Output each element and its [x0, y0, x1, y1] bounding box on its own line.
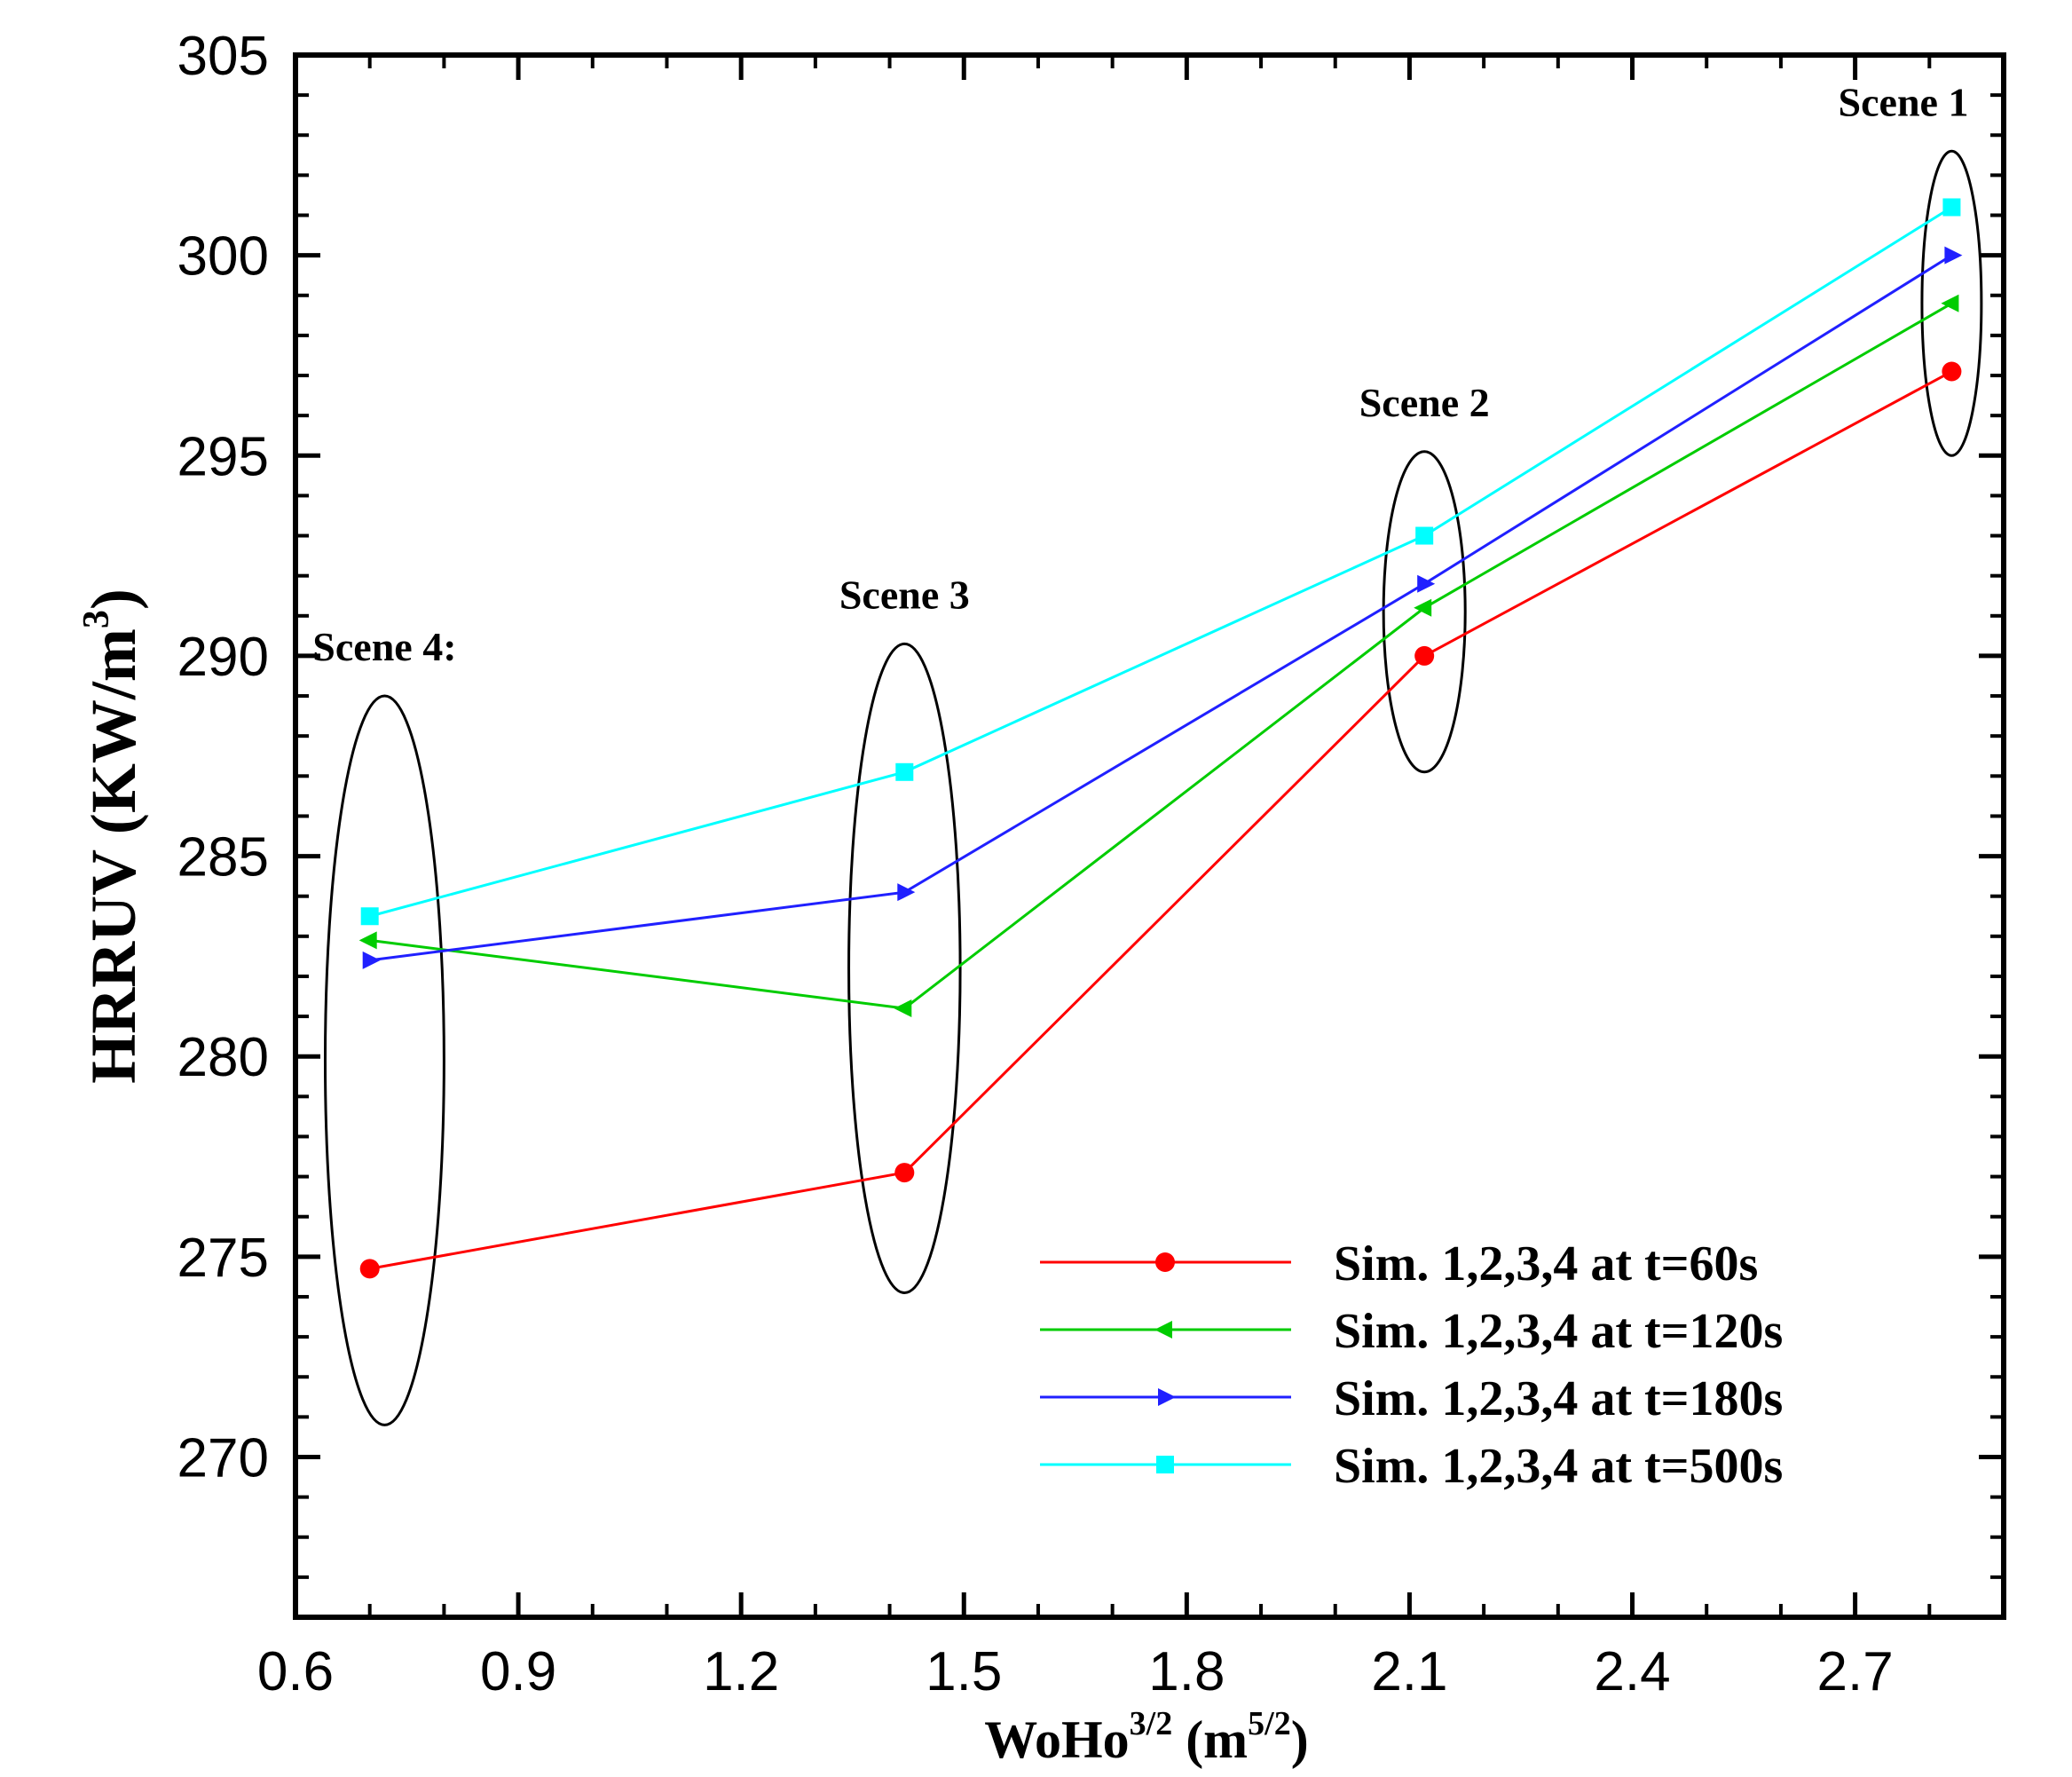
y-axis-title: HRRUV (KW/m3) [76, 588, 149, 1084]
x-tick-label: 1.5 [926, 1641, 1002, 1702]
y-tick-labels: 270 275 280 285 290 295 300 305 [177, 26, 269, 1489]
data-point-circle [1414, 645, 1435, 666]
scene-label: Scene 4: [312, 624, 456, 669]
legend-label: Sim. 1,2,3,4 at t=180s [1334, 1371, 1783, 1426]
x-tick-label: 1.2 [703, 1641, 779, 1702]
x-axis-title: WoHo3/2 (m5/2) [984, 1705, 1308, 1769]
y-axis-title-exp: 3 [76, 610, 117, 628]
data-point-triangle-right [362, 951, 381, 969]
y-tick-label: 285 [177, 827, 269, 888]
y-tick-label: 270 [177, 1427, 269, 1489]
y-tick-label: 290 [177, 627, 269, 688]
data-point-square [1942, 198, 1961, 217]
scene-ellipses [323, 149, 1983, 1426]
data-point-square [1156, 1456, 1174, 1473]
legend-label: Sim. 1,2,3,4 at t=120s [1334, 1304, 1783, 1359]
x-axis-title-unit-exp: 5/2 [1248, 1705, 1291, 1742]
series-group [360, 198, 1961, 926]
y-axis-title-text: HRRUV (KW/m [78, 628, 149, 1084]
x-tick-label: 0.6 [257, 1641, 334, 1702]
scene-ellipse [323, 694, 445, 1426]
x-axis-title-exp: 3/2 [1130, 1705, 1173, 1742]
x-axis-title-suffix: ) [1291, 1710, 1309, 1769]
legend: Sim. 1,2,3,4 at t=60s Sim. 1,2,3,4 at t=1… [1040, 1236, 1783, 1494]
x-tick-labels: 0.6 0.9 1.2 1.5 1.8 2.1 2.4 2.7 [257, 1641, 1894, 1702]
data-point-triangle-right [1158, 1388, 1176, 1406]
x-tick-label: 1.8 [1148, 1641, 1225, 1702]
scene-label: Scene 1 [1839, 79, 1969, 124]
data-point-triangle-left [358, 931, 377, 950]
y-tick-label: 295 [177, 426, 269, 487]
plot-frame [293, 52, 2006, 1620]
y-tick-label: 275 [177, 1228, 269, 1289]
data-point-triangle-left [894, 999, 912, 1018]
y-tick-label: 300 [177, 226, 269, 288]
x-tick-label: 2.7 [1817, 1641, 1894, 1702]
data-point-circle [1942, 361, 1962, 382]
scene-label: Scene 2 [1359, 380, 1490, 425]
series-line [369, 206, 1953, 918]
data-point-triangle-left [1414, 598, 1432, 617]
x-tick-label: 2.4 [1594, 1641, 1670, 1702]
legend-label: Sim. 1,2,3,4 at t=500s [1334, 1439, 1783, 1494]
scene-label: Scene 3 [839, 572, 970, 617]
series-layer [358, 198, 1963, 1279]
data-point-triangle-left [1154, 1321, 1172, 1339]
y-axis-title-suffix: ) [78, 588, 149, 610]
series-group [358, 294, 1959, 1018]
data-point-triangle-left [1941, 294, 1959, 312]
data-point-square [360, 907, 379, 926]
data-point-circle [894, 1163, 915, 1183]
x-tick-label: 0.9 [480, 1641, 556, 1702]
data-point-triangle-right [1944, 246, 1963, 265]
scene-ellipse [847, 642, 962, 1294]
x-tick-label: 2.1 [1371, 1641, 1447, 1702]
scene-ellipse [1920, 149, 1983, 457]
x-axis-title-unit: (m [1172, 1710, 1248, 1769]
data-point-circle [1155, 1252, 1175, 1272]
y-tick-label: 305 [177, 26, 269, 87]
series-group [362, 246, 1963, 969]
y-tick-label: 280 [177, 1027, 269, 1088]
series-line [369, 254, 1953, 962]
scene-ellipse [1382, 450, 1467, 774]
series-group [359, 361, 1962, 1279]
legend-label: Sim. 1,2,3,4 at t=60s [1334, 1236, 1758, 1291]
series-line [369, 302, 1953, 1010]
series-line [369, 370, 1953, 1270]
data-point-square [895, 762, 914, 781]
data-point-triangle-right [1417, 574, 1436, 593]
scene-labels: Scene 1 Scene 2 Scene 3 Scene 4: [312, 79, 1968, 669]
data-point-triangle-right [897, 883, 916, 902]
data-point-circle [359, 1259, 380, 1279]
data-point-square [1415, 526, 1434, 545]
x-axis-title-base: WoHo [984, 1710, 1129, 1769]
